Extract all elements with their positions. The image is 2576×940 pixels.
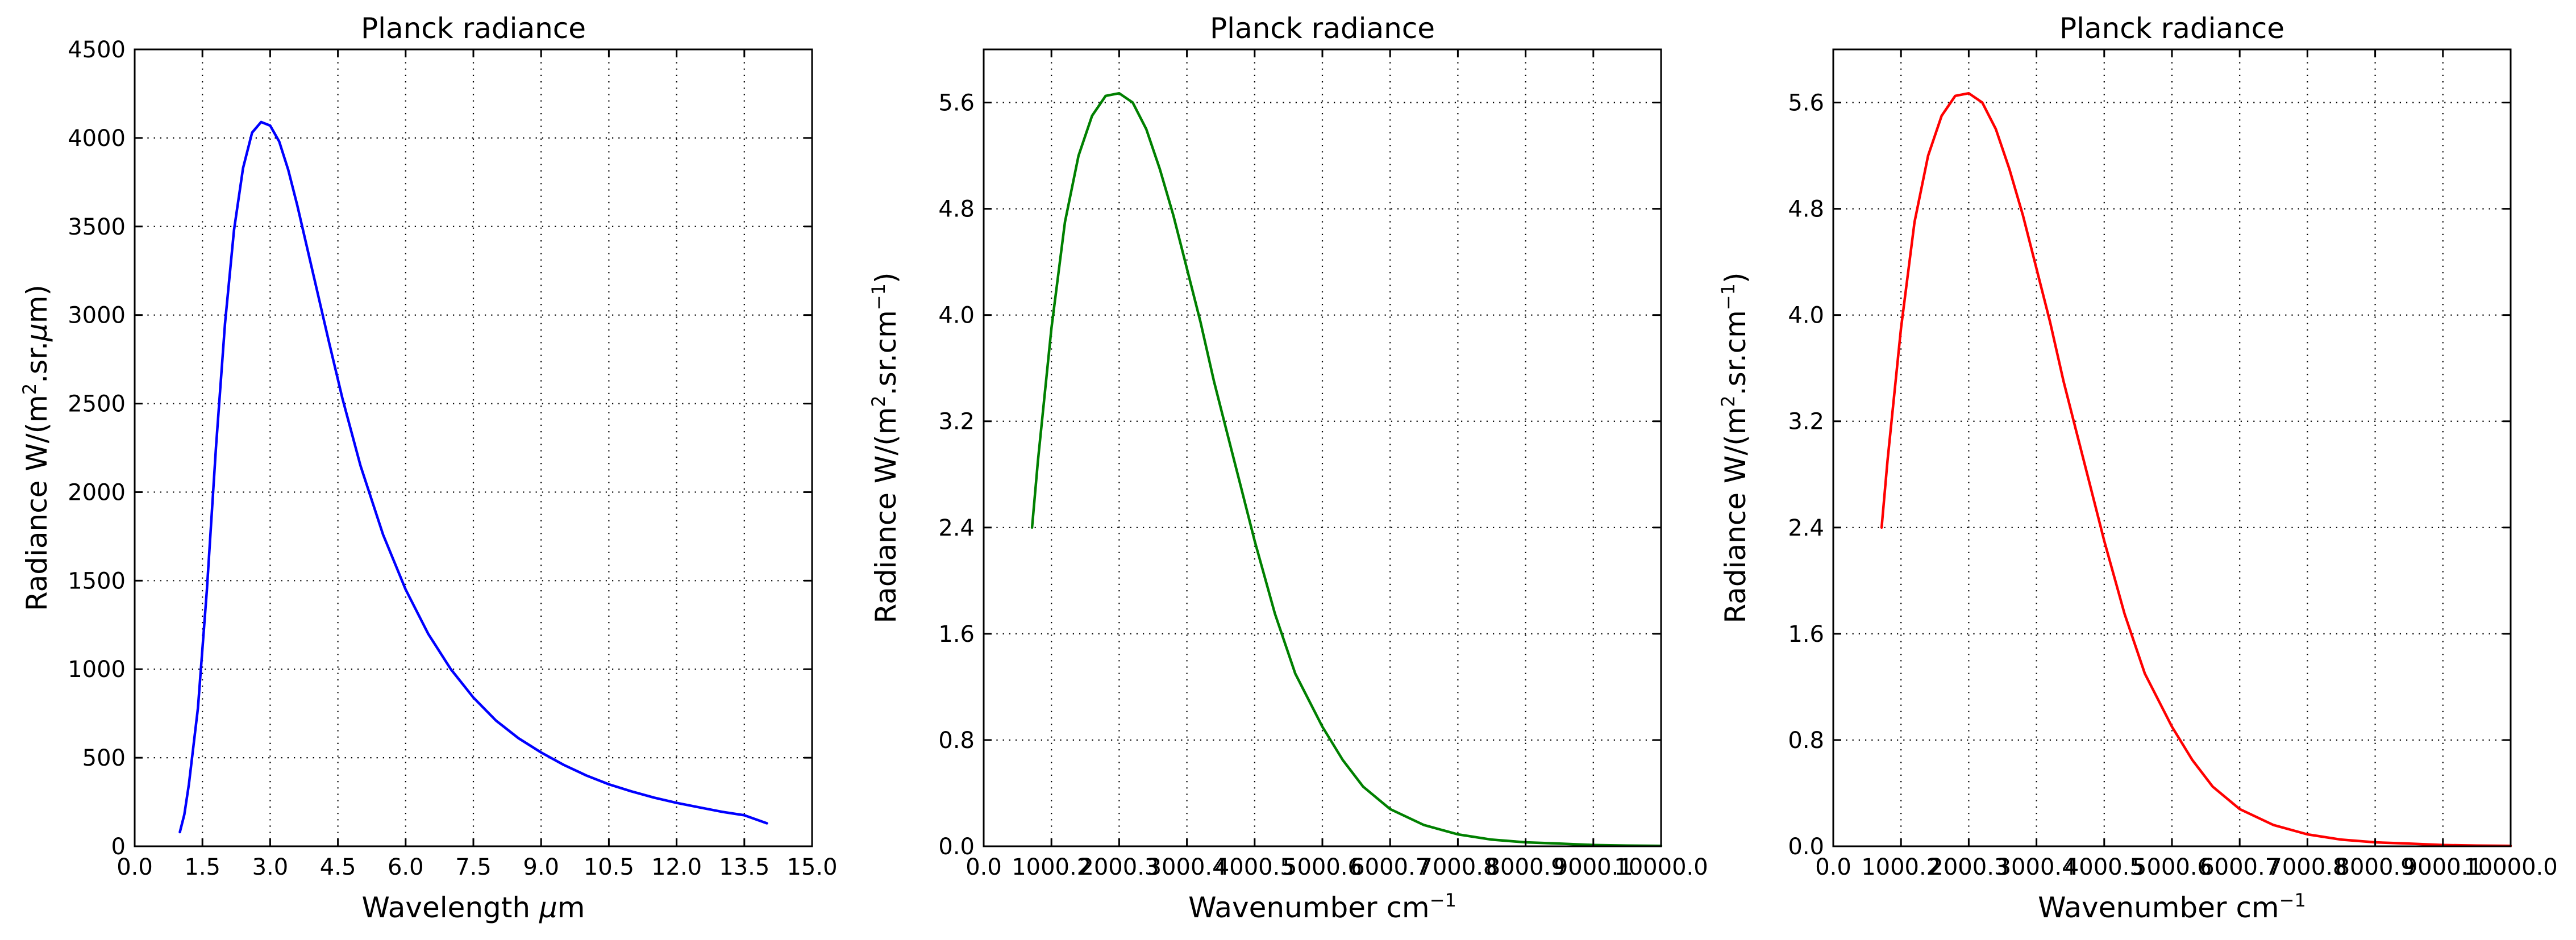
label-part: Wavenumber cm: [2038, 891, 2279, 924]
label-part: μ: [20, 323, 53, 342]
label-part: .sr.cm: [869, 310, 902, 395]
x-tick-label: 3.0: [252, 854, 289, 880]
y-tick-label: 2000: [68, 479, 126, 505]
y-tick-label: 2.4: [938, 515, 975, 541]
radiance-curve: [1030, 91, 1663, 847]
x-axis-label: Wavenumber cm−1: [2038, 889, 2306, 924]
label-part: Wavenumber cm: [1188, 891, 1429, 924]
y-tick-label: 0.8: [938, 728, 975, 754]
axes-frame: [134, 48, 813, 847]
label-superscript: 2: [19, 383, 40, 395]
y-tick-label: 3000: [68, 303, 126, 329]
x-tick-label: 3000.4: [1997, 854, 2076, 880]
x-tick-label: 1.5: [184, 854, 220, 880]
label-part: .sr.cm: [1719, 310, 1752, 395]
y-tick-label: 0.8: [1788, 728, 1824, 754]
x-tick-label: 2000.3: [1929, 854, 2008, 880]
x-axis-label: Wavenumber cm−1: [1188, 889, 1456, 924]
x-tick-label: 9000.1: [1554, 854, 1633, 880]
chart-panel-3: 0.0 1000.22000.33000.44000.55000.66000.77…: [1717, 12, 2558, 924]
chart-title: Planck radiance: [361, 12, 586, 45]
label-superscript: −1: [1430, 889, 1456, 911]
label-part: ): [1719, 273, 1752, 284]
x-tick-label: 7000.8: [1418, 854, 1497, 880]
radiance-curve: [1880, 91, 2512, 847]
label-part: Radiance W/(m: [20, 395, 53, 611]
x-tick-label: 15.0: [786, 854, 837, 880]
x-tick-label: 7.5: [455, 854, 492, 880]
label-part: Radiance W/(m: [1719, 407, 1752, 624]
x-tick-label: 9.0: [523, 854, 559, 880]
x-tick-label: 6.0: [388, 854, 424, 880]
y-tick-label: 1.6: [1788, 621, 1824, 647]
y-tick-label: 4.0: [938, 303, 975, 329]
y-tick-label: 1000: [68, 657, 126, 683]
x-tick-label: 0.0: [1815, 854, 1851, 880]
x-tick-label: 12.0: [651, 854, 702, 880]
radiance-curve: [178, 120, 768, 834]
x-tick-label: 2000.3: [1079, 854, 1159, 880]
chart-title: Planck radiance: [2059, 12, 2284, 45]
x-tick-label: 10.5: [584, 854, 634, 880]
chart-panel-1: 0.0 1.5 3.0 4.5 6.0 7.5 9.0 10.5 12.0 13.5 15.0 0 50…: [19, 12, 838, 924]
chart-title: Planck radiance: [1210, 12, 1435, 45]
x-tick-label: 1000.2: [1012, 854, 1091, 880]
y-tick-label: 0: [111, 834, 126, 860]
x-tick-label: 5000.6: [2132, 854, 2212, 880]
y-tick-label: 4500: [68, 37, 126, 63]
y-tick-label: 5.6: [1788, 90, 1824, 116]
y-tick-label: 1500: [68, 568, 126, 594]
y-tick-label: 0.0: [938, 834, 975, 860]
label-part: Wavelength: [361, 891, 539, 924]
y-tick-label: 4.8: [1788, 197, 1824, 223]
x-tick-label: 4.5: [320, 854, 356, 880]
x-tick-label: 4000.5: [1215, 854, 1295, 880]
x-tick-label: 0.0: [116, 854, 153, 880]
x-tick-label: 8000.9: [1486, 854, 1566, 880]
y-tick-label: 1.6: [938, 621, 975, 647]
x-tick-label: 8000.9: [2336, 854, 2415, 880]
x-tick-label: 7000.8: [2267, 854, 2347, 880]
label-superscript: 2: [868, 395, 889, 407]
y-tick-label: 0.0: [1788, 834, 1824, 860]
y-tick-label: 3.2: [938, 409, 975, 435]
label-part: m: [557, 891, 585, 924]
x-tick-label: 10000.0: [2463, 854, 2557, 880]
y-axis-label: Radiance W/(m2.sr.cm−1): [1717, 273, 1752, 624]
label-superscript: 2: [1717, 395, 1739, 407]
y-tick-label: 4.0: [1788, 303, 1824, 329]
x-tick-label: 5000.6: [1283, 854, 1362, 880]
y-tick-label: 4000: [68, 126, 126, 152]
x-tick-label: 1000.2: [1861, 854, 1941, 880]
label-superscript: −1: [868, 283, 889, 310]
x-tick-label: 9000.1: [2403, 854, 2483, 880]
y-tick-label: 2500: [68, 391, 126, 417]
label-superscript: −1: [2279, 889, 2306, 911]
x-tick-label: 10000.0: [1614, 854, 1708, 880]
x-tick-label: 13.5: [719, 854, 769, 880]
y-axis-label: Radiance W/(m2.sr.μm): [19, 285, 53, 611]
y-tick-label: 3.2: [1788, 409, 1824, 435]
x-axis-label: Wavelength μm: [361, 891, 585, 924]
chart-panel-2: 0.0 1000.22000.33000.44000.55000.66000.77…: [868, 12, 1708, 924]
label-superscript: −1: [1717, 283, 1739, 310]
x-tick-label: 4000.5: [2065, 854, 2144, 880]
label-part: ): [869, 273, 902, 284]
label-part: m): [20, 285, 53, 323]
y-tick-label: 5.6: [938, 90, 975, 116]
y-tick-label: 2.4: [1788, 515, 1824, 541]
x-tick-label: 6000.7: [2200, 854, 2279, 880]
y-axis-label: Radiance W/(m2.sr.cm−1): [868, 273, 902, 624]
y-tick-label: 4.8: [938, 197, 975, 223]
y-tick-label: 3500: [68, 214, 126, 240]
x-tick-label: 3000.4: [1147, 854, 1227, 880]
label-part: .sr.: [20, 341, 53, 383]
label-part: μ: [539, 891, 557, 924]
y-tick-label: 500: [82, 745, 126, 771]
x-tick-label: 0.0: [966, 854, 1002, 880]
x-tick-label: 6000.7: [1350, 854, 1430, 880]
label-part: Radiance W/(m: [869, 407, 902, 624]
